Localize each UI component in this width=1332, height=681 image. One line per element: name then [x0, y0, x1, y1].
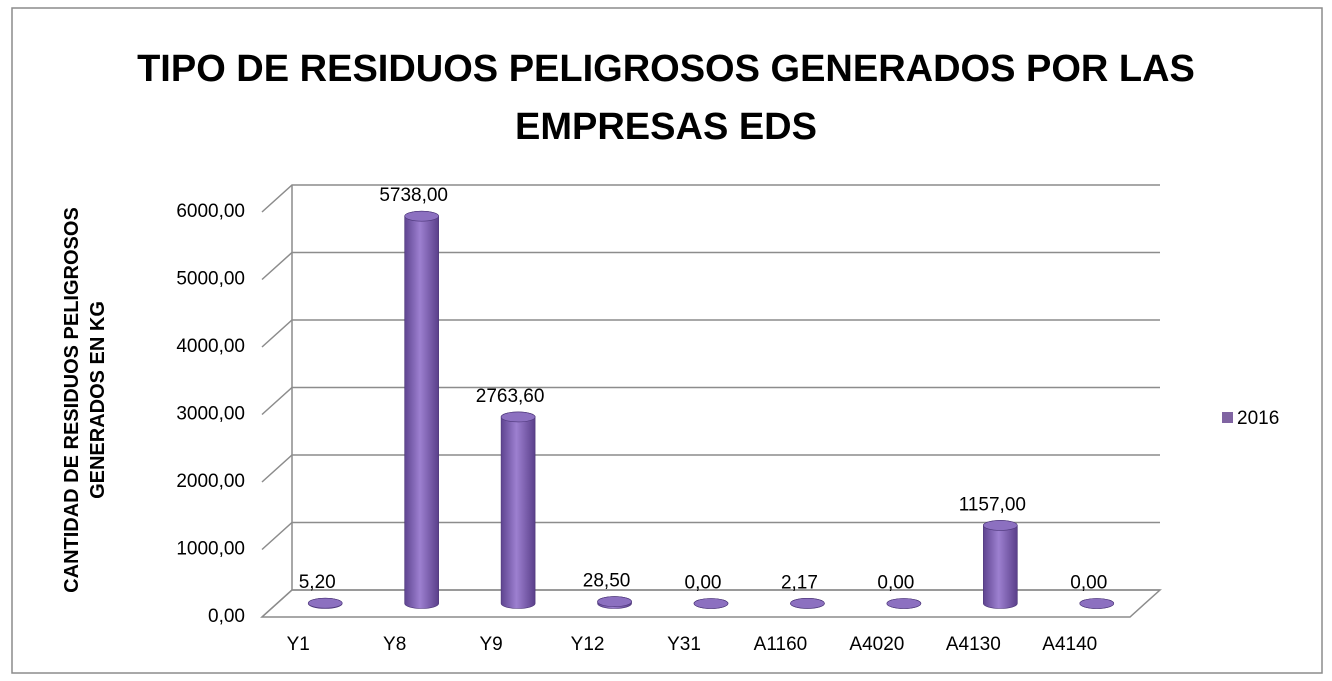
y-tick-label: 2000,00: [176, 471, 245, 492]
legend-label: 2016: [1237, 408, 1279, 429]
bar: [500, 411, 536, 609]
bar: [983, 520, 1018, 609]
y-tick-label: 1000,00: [176, 539, 245, 560]
bar: [404, 210, 439, 609]
chart-border: [11, 7, 1323, 674]
y-tick-label: 6000,00: [176, 201, 245, 222]
data-label: 2,17: [781, 572, 818, 593]
y-tick-label: 3000,00: [176, 404, 245, 425]
x-tick-label: A1160: [754, 634, 808, 655]
data-label: 5,20: [299, 572, 336, 593]
data-label: 1157,00: [959, 494, 1026, 515]
bar-top: [1079, 598, 1115, 609]
x-tick-label: Y8: [383, 634, 406, 655]
bar-top: [404, 210, 439, 222]
bar-top: [597, 596, 632, 607]
bar-top: [500, 411, 536, 423]
y-axis-label: CANTIDAD DE RESIDUOS PELIGROSOS GENERADO…: [61, 207, 109, 593]
grid-line: [261, 454, 1160, 483]
grid-line: [261, 251, 1160, 281]
x-tick-label: Y9: [479, 634, 502, 655]
y-tick-label: 0,00: [208, 606, 245, 627]
data-label: 5738,00: [379, 185, 448, 206]
bar-top: [307, 597, 343, 609]
data-label: 28,50: [583, 571, 631, 592]
grid-line: [261, 184, 1160, 213]
data-label: 0,00: [685, 573, 722, 594]
x-tick-label: A4140: [1042, 634, 1097, 655]
chart-title: TIPO DE RESIDUOS PELIGROSOS GENERADOS PO…: [137, 48, 1195, 148]
bar-top: [886, 598, 922, 609]
bar-top: [790, 598, 825, 609]
grid-line: [261, 589, 1160, 618]
data-label: 0,00: [877, 573, 914, 594]
grid-line: [261, 521, 1160, 551]
grid-line: [261, 319, 1160, 348]
data-label: 0,00: [1070, 573, 1107, 594]
x-tick-label: Y1: [287, 634, 310, 655]
data-label: 2763,60: [476, 386, 545, 407]
y-tick-label: 5000,00: [176, 269, 245, 290]
x-tick-label: A4130: [946, 634, 1001, 655]
x-tick-label: Y12: [571, 634, 605, 655]
x-tick-label: A4020: [849, 634, 904, 655]
grid-line: [261, 386, 1160, 416]
bar-top: [983, 520, 1018, 531]
legend-swatch: [1222, 412, 1233, 423]
bar-top: [693, 598, 729, 609]
y-tick-label: 4000,00: [176, 336, 245, 357]
x-tick-label: Y31: [667, 634, 701, 655]
